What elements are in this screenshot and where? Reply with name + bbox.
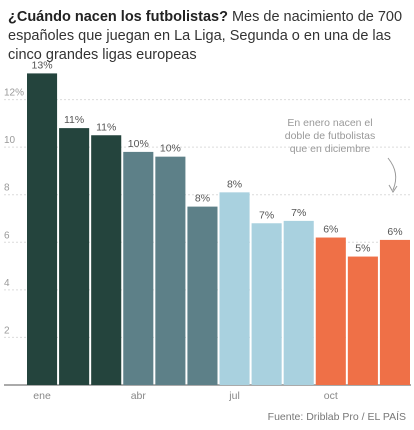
annotation-text: que en diciembre xyxy=(290,143,371,155)
value-label: 5% xyxy=(355,243,370,255)
bar-dic xyxy=(379,239,410,385)
value-labels: 13% 11% 11% 10% 10% 8% 8% 7% 7% 6% 5% 6% xyxy=(32,59,403,254)
y-tick-label: 6 xyxy=(4,230,10,241)
value-label: 7% xyxy=(259,209,274,221)
annotation-arrow xyxy=(387,157,397,191)
value-label: 11% xyxy=(64,114,84,126)
bar-sep xyxy=(283,220,314,385)
source-note: Fuente: Driblab Pro / EL PAÍS xyxy=(267,411,406,423)
y-axis-tick-labels: 2 4 6 8 10 12% xyxy=(4,88,24,337)
y-tick-label: 8 xyxy=(4,183,10,194)
chart-subtitle: Mes de nacimiento de 700 españoles que j… xyxy=(8,9,403,63)
x-tick-label: oct xyxy=(324,390,338,402)
bar-feb xyxy=(59,128,90,385)
bar-jun xyxy=(187,206,218,385)
value-label: 7% xyxy=(291,207,306,219)
chart-title: ¿Cuándo nacen los futbolistas? xyxy=(8,9,228,25)
annotation-text: En enero nacen el xyxy=(287,117,372,129)
y-tick-label: 12% xyxy=(4,88,24,99)
annotation-arrowhead xyxy=(388,184,398,193)
bar-jul xyxy=(219,192,250,385)
bar-oct xyxy=(315,237,346,385)
value-label: 6% xyxy=(387,226,402,238)
y-tick-label: 10 xyxy=(4,135,16,146)
bar-ene xyxy=(27,73,58,386)
bar-nov xyxy=(347,256,378,385)
y-tick-label: 2 xyxy=(4,325,10,336)
annotation-text: doble de futbolistas xyxy=(285,130,375,142)
bar-may xyxy=(155,156,186,385)
value-label: 11% xyxy=(96,121,116,133)
value-label: 10% xyxy=(160,143,181,155)
x-tick-label: abr xyxy=(131,390,147,402)
value-label: 13% xyxy=(32,59,53,71)
x-tick-label: ene xyxy=(33,390,51,402)
value-label: 6% xyxy=(323,224,338,236)
value-label: 8% xyxy=(227,178,242,190)
bar-ago xyxy=(251,223,282,385)
bars xyxy=(27,73,410,386)
x-axis-tick-labels: ene abr jul oct xyxy=(33,390,338,402)
bar-abr xyxy=(123,151,154,385)
x-tick-label: jul xyxy=(228,390,240,402)
bar-mar xyxy=(91,135,122,385)
value-label: 10% xyxy=(128,138,149,150)
y-tick-label: 4 xyxy=(4,278,10,289)
chart-heading: ¿Cuándo nacen los futbolistas? Mes de na… xyxy=(8,8,408,65)
value-label: 8% xyxy=(195,193,210,205)
